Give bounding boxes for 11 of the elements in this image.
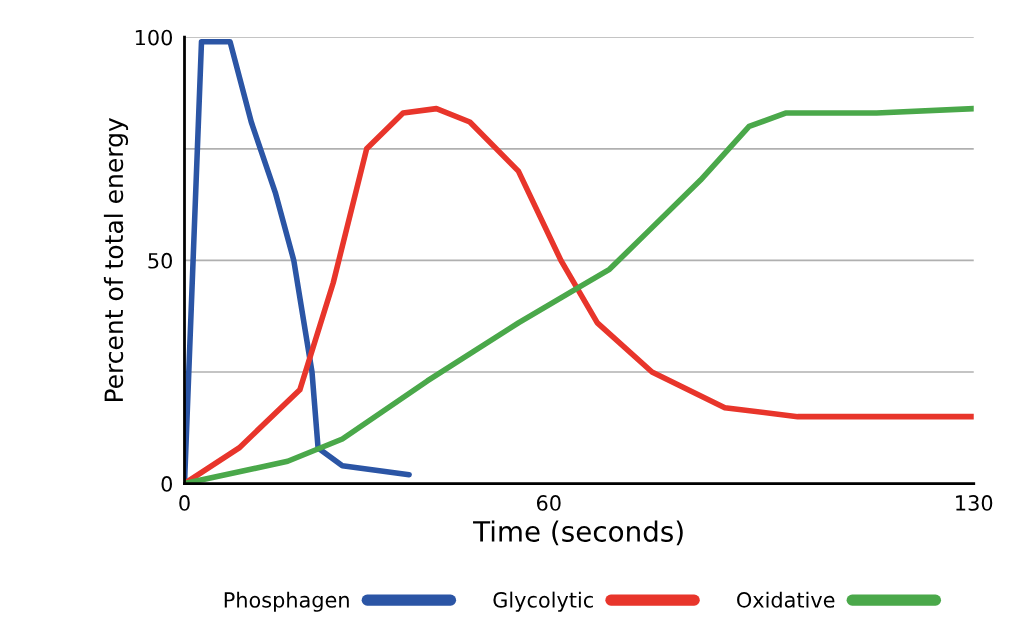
x-axis-title: Time (seconds) (473, 520, 683, 546)
legend-label: Glycolytic (493, 591, 593, 612)
x-tick-label: 130 (956, 495, 993, 511)
x-tick-label: 0 (179, 495, 190, 511)
y-tick-label: 100 (135, 29, 172, 46)
x-tick-label: 60 (536, 495, 561, 511)
y-axis-title: Percent of total energy (103, 118, 129, 402)
y-tick-label: 0 (161, 476, 173, 492)
y-tick-label: 50 (148, 252, 173, 269)
legend-label: Phosphagen (224, 591, 349, 612)
legend-label: Oxidative (737, 591, 835, 608)
